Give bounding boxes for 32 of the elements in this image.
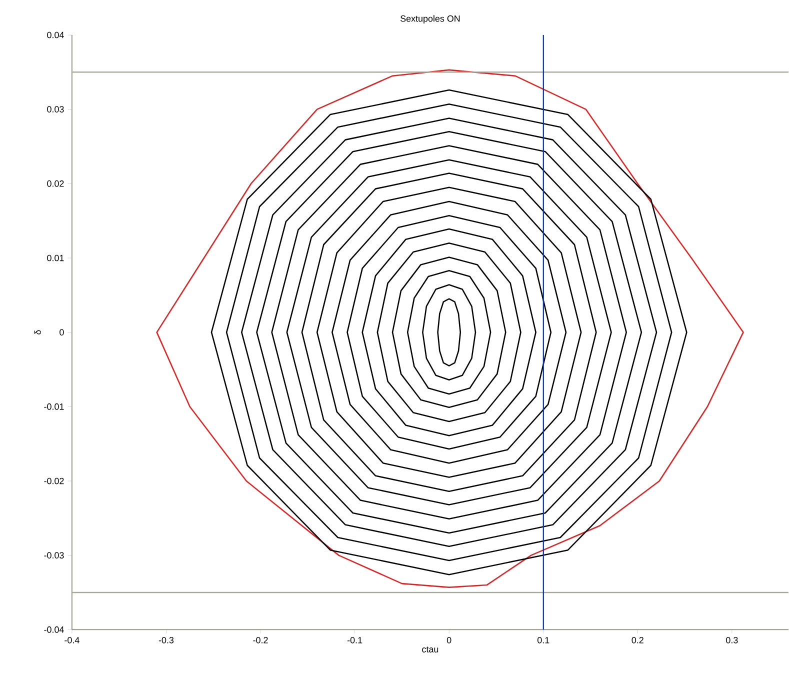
x-tick-label: 0.1 xyxy=(537,637,550,644)
line-series xyxy=(301,172,597,492)
chart-title: Sextupoles ON xyxy=(400,15,460,24)
y-tick-label: 0.01 xyxy=(47,255,64,262)
y-axis-title: δ xyxy=(34,330,41,335)
line-series xyxy=(437,298,462,367)
line-series xyxy=(332,201,567,464)
line-series xyxy=(362,228,536,436)
y-tick-label: -0.02 xyxy=(44,478,64,484)
line-series xyxy=(156,69,744,588)
x-tick-label: 0.3 xyxy=(726,637,738,644)
y-tick-label: 0.04 xyxy=(47,32,64,38)
line-series xyxy=(422,284,476,381)
y-tick-label: -0.03 xyxy=(44,552,64,559)
y-tick-label: -0.04 xyxy=(44,626,64,633)
line-series xyxy=(286,159,612,506)
line-series xyxy=(316,186,582,478)
x-tick-label: 0 xyxy=(446,637,452,644)
y-tick-label: 0.02 xyxy=(47,180,64,187)
x-tick-label: -0.3 xyxy=(158,637,174,644)
y-tick-label: 0 xyxy=(60,329,64,336)
y-tick-label: 0.03 xyxy=(47,106,64,113)
line-series xyxy=(376,242,522,422)
line-series xyxy=(406,270,492,395)
x-tick-label: -0.4 xyxy=(64,637,80,644)
x-tick-label: -0.1 xyxy=(347,637,362,644)
line-series xyxy=(392,256,506,408)
x-tick-label: -0.2 xyxy=(253,637,268,644)
line-series xyxy=(346,215,552,450)
x-axis-title: ctau xyxy=(422,646,438,653)
y-tick-label: -0.01 xyxy=(44,404,64,410)
x-tick-label: 0.2 xyxy=(632,637,644,644)
